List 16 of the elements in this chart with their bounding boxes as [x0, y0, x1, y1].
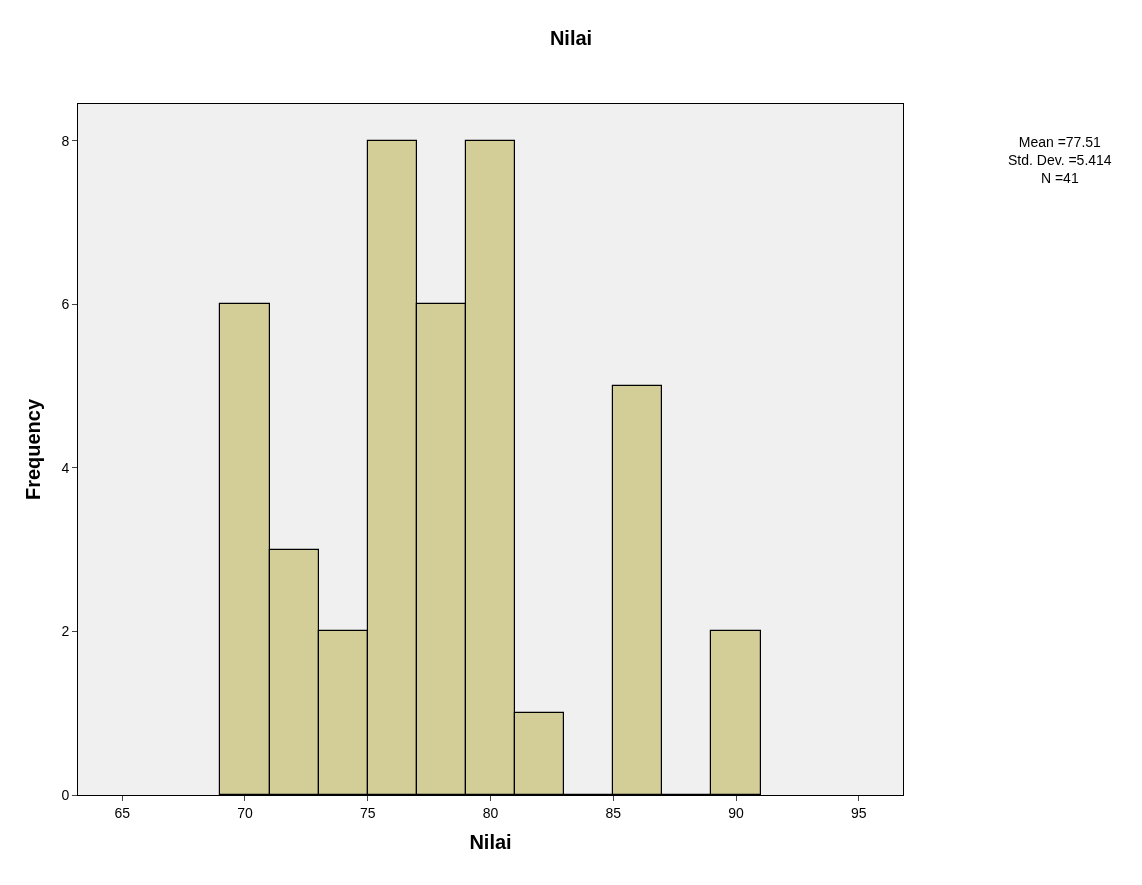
y-tick-label: 0 [61, 786, 70, 803]
x-axis-title: Nilai [469, 831, 512, 854]
y-axis-title: Frequency [21, 398, 44, 501]
x-tick-label: 95 [851, 804, 867, 821]
x-tick-label: 90 [728, 804, 745, 821]
y-tick-label: 2 [61, 623, 70, 640]
y-tick-label: 4 [61, 459, 70, 476]
y-tick-label: 6 [61, 296, 70, 313]
y-tick-label: 8 [61, 132, 70, 149]
text: Mean =77.51 Std. Dev. =5.414 N =41 [1008, 134, 1112, 187]
x-tick-label: 75 [359, 804, 376, 821]
x-tick-label: 70 [237, 804, 253, 821]
x-tick-label: 85 [605, 804, 622, 821]
x-tick-label: 65 [114, 804, 131, 821]
x-tick-label: 80 [482, 804, 499, 821]
chart-title: Nilai [549, 26, 593, 49]
